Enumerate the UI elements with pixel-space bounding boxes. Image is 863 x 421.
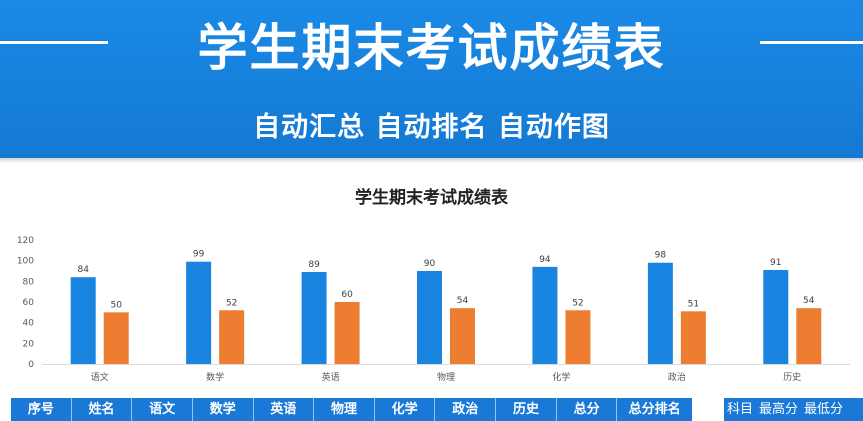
table-header-cell-0: 序号	[11, 398, 72, 421]
data-label-s0-5: 98	[655, 251, 667, 261]
bar-s0-4	[532, 266, 558, 364]
table-header-cell-4: 英语	[254, 398, 315, 421]
bar-s1-6	[796, 308, 822, 364]
y-tick-label-3: 60	[23, 298, 35, 308]
table-header-cell-1: 姓名	[72, 398, 133, 421]
bar-chart: 0 20 40 60 80 100 120 84 50 语文 99 52 数学 89 60 英语 90 54 物理 9…	[17, 236, 850, 383]
banner-subtitle: 自动汇总 自动排名 自动作图	[253, 112, 610, 143]
bar-s1-0	[103, 312, 129, 364]
score-table-header: 序号 姓名 语文 数学 英语 物理 化学 政治 历史 总分 总分排名	[11, 398, 692, 421]
x-tick-label-2: 英语	[322, 371, 340, 383]
y-tick-label-1: 20	[23, 339, 35, 349]
table-header-cell-5: 物理	[314, 398, 375, 421]
y-tick-label-2: 40	[23, 319, 35, 329]
data-label-s1-1: 52	[226, 298, 237, 308]
bar-s1-3	[450, 308, 475, 364]
banner-title: 学生期末考试成绩表	[197, 19, 666, 77]
data-label-s0-0: 84	[77, 265, 89, 275]
bar-s0-1	[186, 261, 212, 364]
banner-divider-right	[760, 41, 863, 44]
summary-header-cell-2: 最低分	[804, 402, 844, 417]
chart-title: 学生期末考试成绩表	[355, 188, 508, 208]
table-header-cell-9: 总分	[557, 398, 618, 421]
table-header-cell-10: 总分排名	[628, 402, 681, 417]
banner-divider-left	[0, 41, 108, 44]
table-header-cell-8: 历史	[496, 398, 557, 421]
x-tick-label-4: 化学	[552, 371, 570, 383]
y-tick-label-5: 100	[17, 257, 34, 267]
bar-s1-1	[219, 310, 245, 364]
summary-header-cell-0: 科目	[727, 402, 754, 417]
summary-table-header: 科目 最高分 最低分	[724, 398, 863, 421]
y-tick-label-4: 80	[23, 277, 35, 287]
summary-header-cell-1: 最高分	[759, 402, 799, 417]
header-banner: 学生期末考试成绩表 自动汇总 自动排名 自动作图	[0, 0, 863, 158]
data-label-s1-4: 52	[572, 298, 583, 308]
x-tick-label-6: 历史	[783, 371, 801, 383]
data-label-s0-1: 99	[193, 250, 205, 260]
table-header-cell-3: 数学	[193, 398, 254, 421]
y-tick-label-0: 0	[28, 360, 34, 370]
data-label-s1-0: 50	[110, 300, 122, 310]
data-label-s0-3: 90	[424, 259, 436, 269]
table-header-cell-6: 化学	[375, 398, 436, 421]
data-label-s0-2: 89	[308, 260, 320, 270]
bar-s0-2	[301, 272, 327, 364]
x-tick-label-3: 物理	[437, 371, 455, 383]
x-tick-label-1: 数学	[206, 371, 224, 383]
y-tick-label-6: 120	[17, 236, 34, 246]
data-label-s0-4: 94	[539, 255, 551, 265]
bar-s1-2	[334, 302, 360, 364]
bar-s0-5	[647, 262, 673, 364]
x-tick-label-0: 语文	[91, 371, 109, 383]
table-header-cell-7: 政治	[435, 398, 497, 421]
bar-s1-4	[565, 310, 591, 364]
x-tick-label-5: 政治	[668, 371, 686, 383]
table-header-cell-2: 语文	[132, 398, 193, 421]
data-label-s0-6: 91	[770, 258, 781, 268]
bar-s0-3	[417, 271, 442, 364]
bar-s1-5	[680, 311, 706, 364]
banner-shadow	[0, 158, 863, 163]
bar-s0-6	[763, 269, 789, 364]
data-label-s1-3: 54	[457, 296, 469, 306]
data-label-s1-5: 51	[688, 299, 699, 309]
data-label-s1-6: 54	[803, 296, 815, 306]
bar-s0-0	[70, 277, 96, 364]
data-label-s1-2: 60	[341, 290, 353, 300]
